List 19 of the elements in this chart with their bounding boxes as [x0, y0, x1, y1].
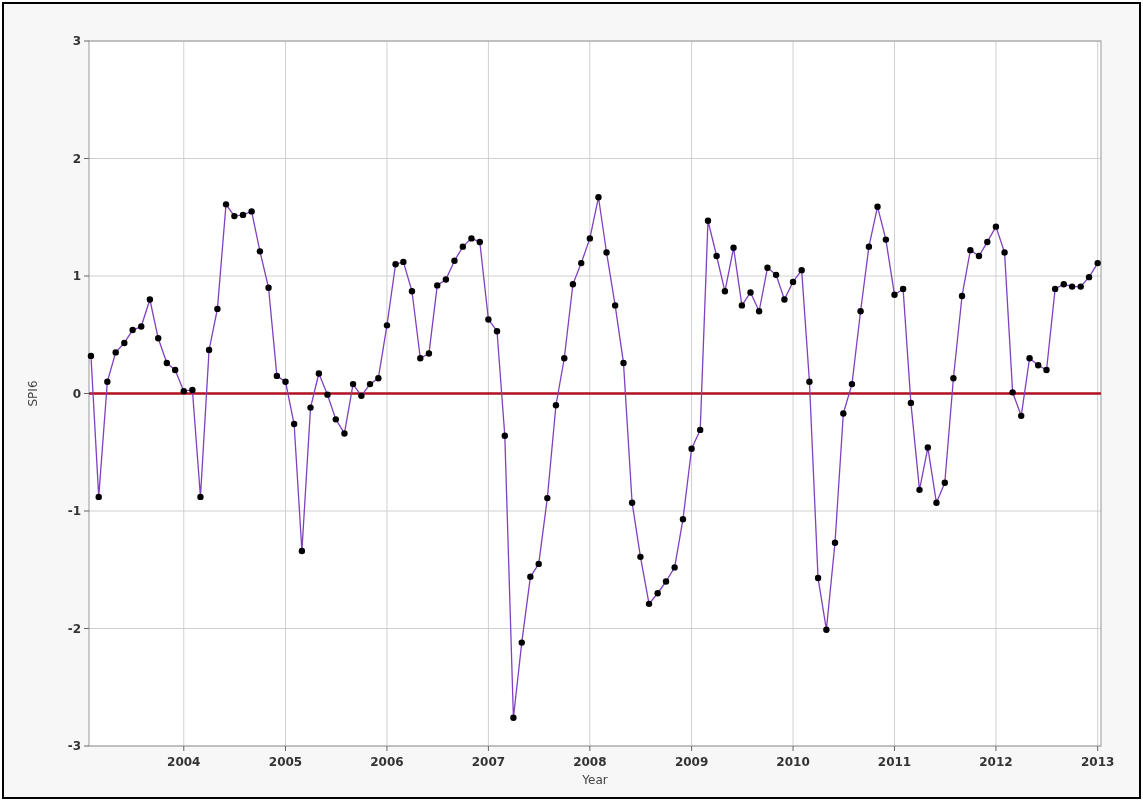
- x-tick-label: 2009: [674, 755, 709, 769]
- y-tick-label: 1: [72, 269, 81, 284]
- x-tick-label: 2008: [573, 755, 607, 769]
- x-tick-label: 2011: [877, 755, 912, 769]
- x-tick-label: 2010: [776, 755, 810, 769]
- y-tick-label: -3: [67, 739, 81, 754]
- y-tick-label: 3: [72, 34, 81, 49]
- x-axis-title: Year: [581, 773, 608, 787]
- x-tick-label: 2004: [167, 755, 201, 769]
- x-tick-label: 2005: [268, 755, 303, 769]
- y-tick-label: -1: [67, 504, 81, 519]
- y-tick-label: 0: [72, 386, 81, 401]
- x-tick-label: 2006: [370, 755, 404, 769]
- y-axis-title: SPI6: [26, 380, 40, 407]
- y-tick-label: -2: [67, 621, 81, 636]
- x-tick-label: 2013: [1080, 755, 1115, 769]
- y-tick-label: 2: [72, 151, 81, 166]
- x-tick-label: 2007: [471, 755, 506, 769]
- x-tick-label: 2012: [979, 755, 1013, 769]
